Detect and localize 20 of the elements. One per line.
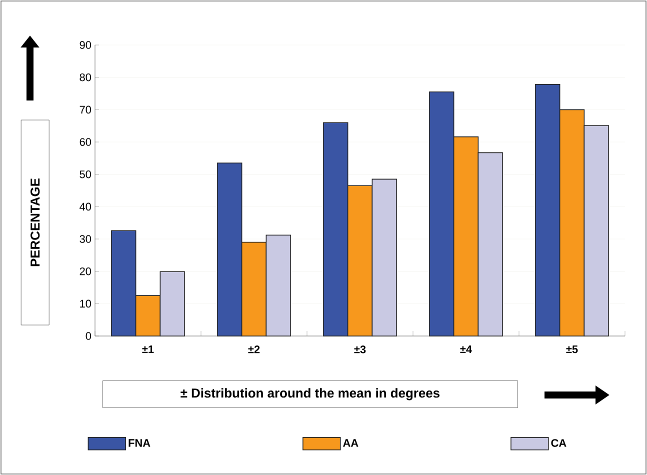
y-tick-label: 70 xyxy=(80,106,92,114)
legend-label: FNA xyxy=(128,439,150,447)
y-tick-label: 90 xyxy=(80,41,92,49)
y-tick-label: 40 xyxy=(80,202,92,211)
y-tick-label: 0 xyxy=(86,332,92,340)
x-tick-label: ±5 xyxy=(566,346,578,354)
x-tick-label: ±4 xyxy=(460,346,472,354)
y-tick-label: 50 xyxy=(80,170,92,178)
y-tick-label: 80 xyxy=(80,73,92,82)
legend-label: CA xyxy=(551,439,566,447)
y-axis-title: PERCENTAGE xyxy=(30,178,40,266)
x-axis-title: ± Distribution around the mean in degrees xyxy=(180,388,440,400)
legend-label: AA xyxy=(343,439,358,447)
y-tick-label: 20 xyxy=(80,267,92,276)
y-tick-label: 60 xyxy=(80,138,92,146)
x-tick-label: ±1 xyxy=(142,346,154,354)
x-tick-label: ±3 xyxy=(354,346,366,354)
x-tick-label: ±2 xyxy=(248,346,260,354)
y-tick-label: 30 xyxy=(80,235,92,243)
y-tick-label: 10 xyxy=(80,300,92,308)
